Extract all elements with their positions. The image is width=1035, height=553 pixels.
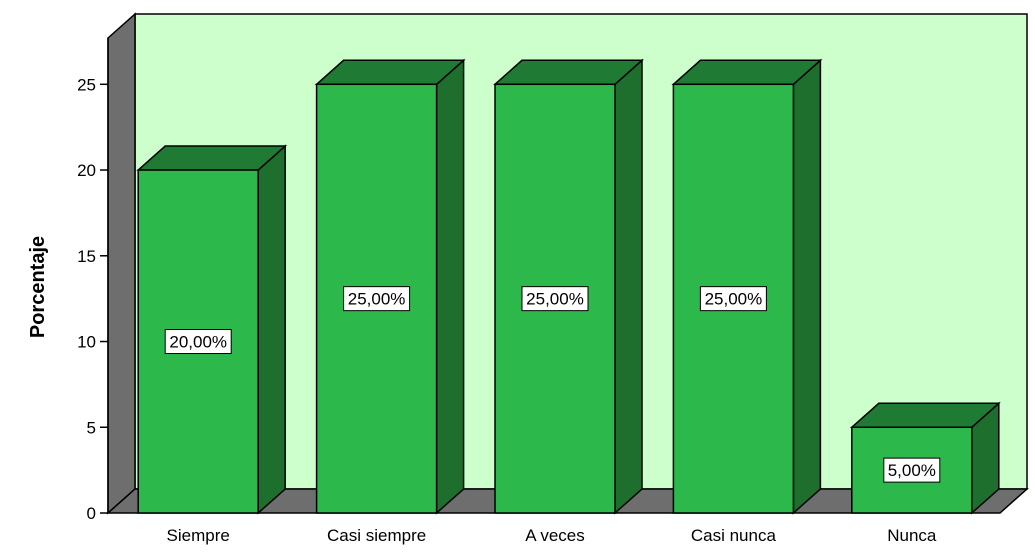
y-tick-label: 25 — [77, 75, 96, 94]
bar-top — [493, 59, 644, 86]
bar-side — [792, 58, 822, 515]
x-tick-label: Casi nunca — [691, 526, 777, 545]
data-label: 25,00% — [348, 290, 406, 309]
y-tick-label: 5 — [87, 418, 96, 437]
data-label: 5,00% — [888, 461, 936, 480]
x-tick-label: A veces — [525, 526, 585, 545]
bar-top — [849, 402, 1001, 429]
y-tick-label: 20 — [77, 161, 96, 180]
x-tick-label: Nunca — [887, 526, 937, 545]
data-label: 25,00% — [526, 290, 584, 309]
bar-top — [671, 59, 823, 86]
data-label-box — [521, 286, 589, 312]
bar-top — [136, 145, 288, 171]
data-label-box — [699, 286, 767, 312]
x-tick-label: Siempre — [167, 526, 230, 545]
bar-side — [435, 58, 465, 515]
side-wall — [107, 12, 136, 515]
data-label: 20,00% — [169, 333, 227, 352]
data-label-box — [343, 286, 411, 312]
bar-side — [257, 144, 286, 515]
y-tick-label: 15 — [77, 247, 96, 266]
y-tick-label: 0 — [87, 504, 96, 523]
data-label-box — [164, 329, 232, 355]
bar-top — [314, 59, 466, 86]
y-tick-label: 10 — [77, 333, 96, 352]
x-tick-label: Casi siempre — [327, 526, 426, 545]
data-label-box — [883, 457, 941, 483]
data-label: 25,00% — [705, 290, 763, 309]
y-axis-title: Porcentaje — [27, 236, 49, 338]
bar-side — [614, 58, 643, 515]
